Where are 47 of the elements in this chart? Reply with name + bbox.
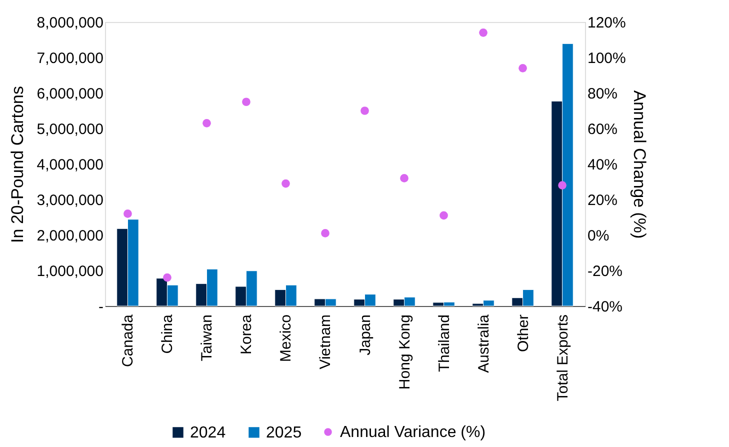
- point: [558, 181, 566, 190]
- y2-tick-label: 20%: [588, 192, 618, 209]
- y-tick-label: 7,000,000: [36, 50, 104, 67]
- y-tick-label: 2,000,000: [36, 228, 104, 244]
- point: [321, 229, 330, 238]
- x-tick-label: Other: [514, 314, 532, 352]
- y-tick-label: 4,000,000: [36, 156, 104, 174]
- legend-label: Annual Variance (%): [340, 424, 486, 441]
- y-tick-label: -: [98, 298, 104, 316]
- point: [242, 98, 250, 106]
- y-tick-label: 8,000,000: [36, 14, 104, 32]
- point: [163, 273, 172, 282]
- x-tick-label: Mexico: [278, 314, 295, 362]
- y-tick-label: 5,000,000: [36, 121, 104, 138]
- y2-tick-label: 120%: [588, 14, 626, 32]
- point: [202, 119, 211, 128]
- point: [124, 210, 132, 218]
- y2-axis-title: Annual Change (%): [630, 90, 649, 239]
- x-tick-label: Total Exports: [554, 314, 572, 402]
- y2-tick-label: 100%: [588, 50, 626, 67]
- x-tick-label: Hong Kong: [396, 314, 414, 390]
- point: [400, 174, 408, 182]
- x-tick-label: Thailand: [436, 314, 453, 372]
- y-tick-label: 1,000,000: [36, 263, 104, 280]
- point: [282, 179, 290, 188]
- x-tick-label: Japan: [356, 314, 374, 356]
- y-tick-label: 3,000,000: [36, 192, 104, 209]
- x-tick-label: China: [159, 314, 176, 354]
- x-tick-label: Korea: [238, 314, 256, 355]
- point: [360, 106, 369, 115]
- x-tick-label: Taiwan: [198, 314, 216, 362]
- x-tick-label: Vietnam: [317, 314, 334, 370]
- y2-tick-label: 80%: [588, 86, 618, 102]
- y-tick-label: 6,000,000: [36, 86, 104, 102]
- x-tick-label: Canada: [120, 314, 137, 368]
- legend-label: 2025: [266, 424, 302, 442]
- point: [479, 28, 488, 37]
- y2-tick-label: 40%: [588, 156, 618, 174]
- legend-label: 2024: [190, 424, 226, 442]
- point: [518, 64, 527, 72]
- y2-tick-label: -40%: [588, 298, 623, 316]
- y2-tick-label: 60%: [588, 121, 618, 138]
- point: [440, 211, 448, 220]
- y2-tick-label: -20%: [588, 263, 623, 280]
- y2-tick-label: 0%: [588, 228, 610, 244]
- y-axis-title: In 20-Pound Cartons: [8, 86, 27, 243]
- x-tick-label: Australia: [475, 314, 492, 373]
